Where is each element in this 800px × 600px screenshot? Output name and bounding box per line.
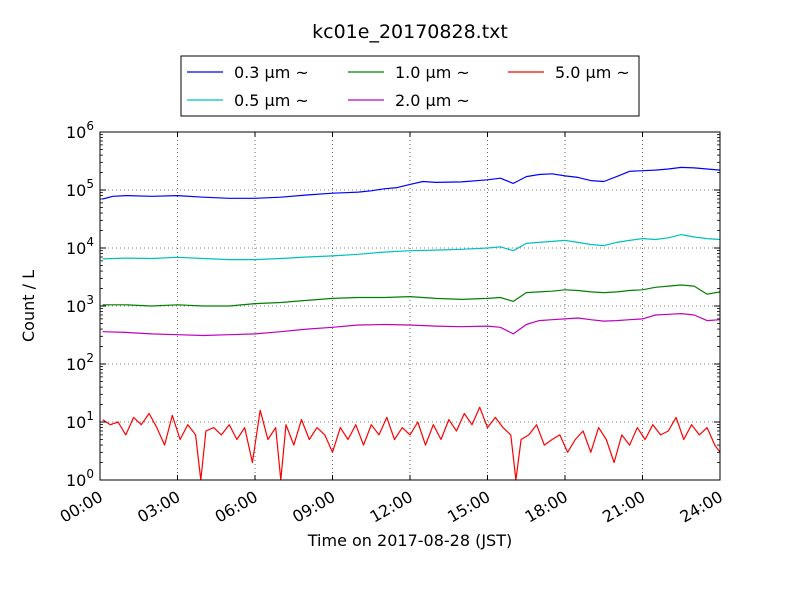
x-axis-label: Time on 2017-08-28 (JST) xyxy=(307,531,512,550)
legend-label: 2.0 µm ~ xyxy=(395,91,470,110)
y-tick-label: 101 xyxy=(66,409,94,432)
series-line xyxy=(102,313,721,337)
chart-title: kc01e_20170828.txt xyxy=(312,21,508,43)
series-line xyxy=(102,406,721,481)
series-line xyxy=(102,234,721,261)
legend-label: 0.5 µm ~ xyxy=(234,91,309,110)
legend: 0.3 µm ~ 0.5 µm ~ 1.0 µm ~ 2.0 µm ~ 5.0 µm ~ xyxy=(180,55,640,117)
legend-label: 0.3 µm ~ xyxy=(234,63,309,82)
y-tick-label: 102 xyxy=(66,351,94,374)
legend-label: 5.0 µm ~ xyxy=(555,63,630,82)
y-tick-label: 105 xyxy=(66,177,94,200)
legend-box xyxy=(180,55,640,117)
series-lines xyxy=(102,166,721,481)
y-tick-label: 104 xyxy=(66,235,94,258)
series-line xyxy=(102,166,721,200)
y-tick-label: 106 xyxy=(66,119,94,142)
grid xyxy=(100,132,720,480)
y-tick-label: 100 xyxy=(66,467,94,490)
y-axis-label: Count / L xyxy=(19,270,38,342)
y-tick-label: 103 xyxy=(66,293,94,316)
series-line xyxy=(102,284,721,307)
legend-label: 1.0 µm ~ xyxy=(395,63,470,82)
